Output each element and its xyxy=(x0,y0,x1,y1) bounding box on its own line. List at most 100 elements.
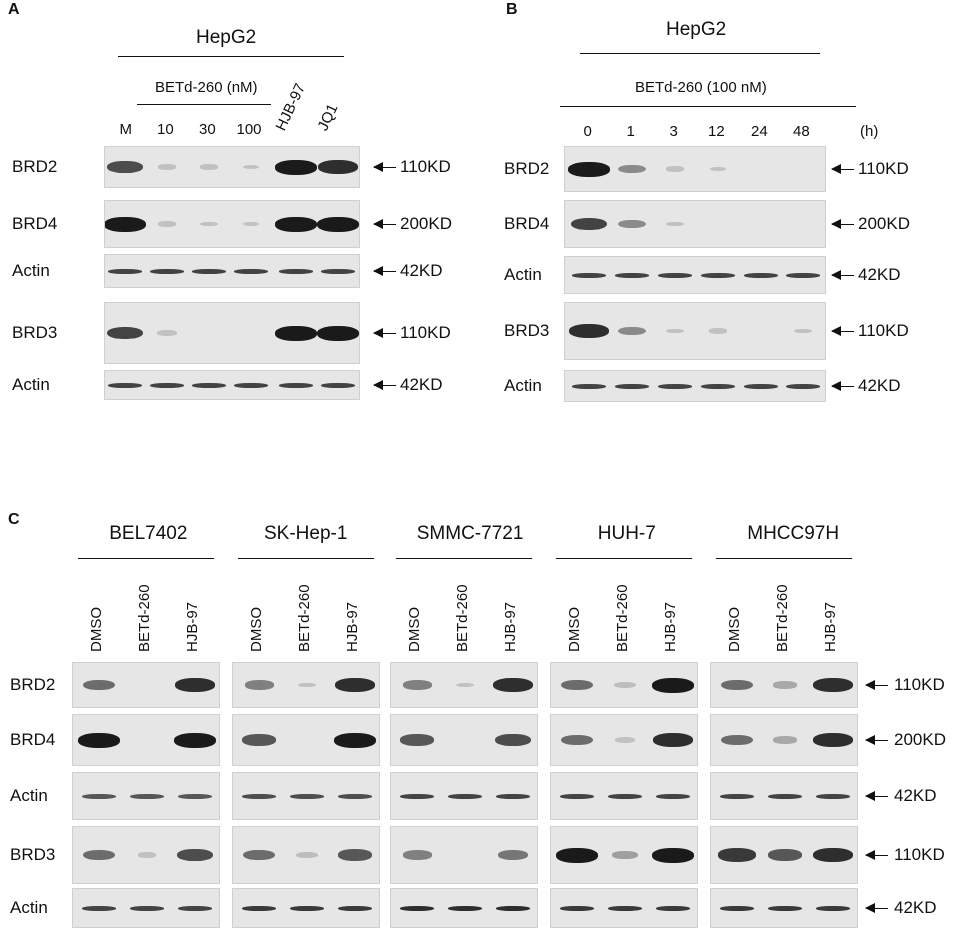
panel-b-lane-label: 0 xyxy=(583,123,592,140)
panel-b-protein-label: BRD2 xyxy=(504,159,550,178)
panel-a-lane-label: 10 xyxy=(157,121,174,138)
blot-band xyxy=(816,793,850,799)
blot-band xyxy=(298,682,316,688)
blot-band xyxy=(720,905,754,911)
panel-a-arrow xyxy=(373,266,396,276)
blot-band xyxy=(560,793,594,799)
blot-band xyxy=(773,736,797,744)
blot-band xyxy=(157,330,177,336)
blot-band xyxy=(496,793,530,799)
panel-a-protein-label: BRD4 xyxy=(12,214,58,233)
blot-band xyxy=(572,272,606,278)
panel-c-blot-strip xyxy=(390,662,538,708)
blot-band xyxy=(335,678,375,692)
blot-band xyxy=(786,272,820,278)
blot-band xyxy=(321,382,355,388)
panel-b-protein-label: BRD4 xyxy=(504,214,550,233)
blot-band xyxy=(399,734,435,746)
blot-band xyxy=(813,848,853,862)
panel-c-cell-line-rule xyxy=(716,558,852,559)
panel-c-blot-strip xyxy=(232,662,380,708)
panel-c-lane-label: DMSO xyxy=(248,607,265,652)
panel-b-protein-label: Actin xyxy=(504,265,542,284)
blot-band xyxy=(241,734,277,746)
blot-band xyxy=(572,383,606,389)
blot-band xyxy=(105,216,146,232)
panel-c-blot-strip xyxy=(550,714,698,766)
panel-c-blot-strip xyxy=(550,888,698,928)
blot-band xyxy=(744,272,778,278)
panel-c-blot-strip xyxy=(232,888,380,928)
panel-c-lane-label: HJB-97 xyxy=(344,601,361,652)
blot-band xyxy=(78,732,120,748)
panel-b-blot-strip xyxy=(564,370,826,402)
blot-band xyxy=(496,905,530,911)
panel-a-size-label: 42KD xyxy=(400,375,443,394)
panel-c-lane-label: BETd-260 xyxy=(774,584,791,652)
blot-band xyxy=(666,221,684,227)
panel-c-cell-line-name: SMMC-7721 xyxy=(416,523,524,544)
panel-c-lane-label: HJB-97 xyxy=(502,601,519,652)
blot-band xyxy=(244,680,274,690)
blot-band xyxy=(402,680,432,690)
panel-c-letter: C xyxy=(8,511,20,528)
blot-band xyxy=(83,849,115,861)
panel-a-treatment-label: BETd-260 (nM) xyxy=(155,79,258,96)
blot-band xyxy=(243,849,275,861)
blot-band xyxy=(448,793,482,799)
blot-band xyxy=(337,849,373,861)
panel-a-blot-strip xyxy=(104,370,360,400)
blot-band xyxy=(402,850,432,860)
panel-c-protein-label: BRD2 xyxy=(10,675,56,694)
blot-band xyxy=(338,905,372,911)
blot-band xyxy=(615,737,635,743)
blot-band xyxy=(290,793,324,799)
blot-band xyxy=(175,678,215,692)
blot-band xyxy=(106,326,144,340)
panel-c-cell-line-rule xyxy=(78,558,214,559)
blot-band xyxy=(495,733,531,747)
blot-band xyxy=(150,268,184,274)
blot-band xyxy=(768,905,802,911)
panel-a-lane-label: HJB-97 xyxy=(272,80,310,134)
blot-band xyxy=(157,221,177,227)
blot-band xyxy=(658,383,692,389)
blot-band xyxy=(652,677,694,693)
panel-c-cell-line-name: SK-Hep-1 xyxy=(264,523,348,544)
blot-band xyxy=(493,678,533,692)
blot-band xyxy=(448,905,482,911)
blot-band xyxy=(296,851,318,859)
blot-band xyxy=(234,382,268,388)
blot-band xyxy=(275,325,317,341)
blot-band xyxy=(107,160,143,174)
blot-band xyxy=(794,328,812,334)
panel-c-lane-label: BETd-260 xyxy=(614,584,631,652)
panel-c-size-label: 110KD xyxy=(894,845,945,864)
blot-band xyxy=(656,793,690,799)
panel-c-blot-strip xyxy=(710,662,858,708)
panel-b-protein-label: Actin xyxy=(504,376,542,395)
panel-c-lane-label: HJB-97 xyxy=(184,601,201,652)
blot-band xyxy=(652,847,694,863)
panel-b-arrow xyxy=(831,219,854,229)
blot-band xyxy=(721,734,753,746)
panel-a-blot-strip xyxy=(104,254,360,288)
panel-c-protein-label: BRD4 xyxy=(10,730,56,749)
blot-band xyxy=(290,905,324,911)
panel-c-blot-strip xyxy=(390,714,538,766)
panel-c-blot-strip xyxy=(550,662,698,708)
panel-c-blot-strip xyxy=(390,772,538,820)
blot-band xyxy=(701,383,735,389)
panel-c-protein-label: BRD3 xyxy=(10,845,56,864)
blot-band xyxy=(82,793,116,799)
panel-a-cell-line-rule xyxy=(118,56,344,57)
blot-band xyxy=(199,164,219,170)
panel-b-letter: B xyxy=(506,1,518,18)
blot-band xyxy=(177,848,213,862)
panel-a-size-label: 110KD xyxy=(400,157,451,176)
panel-c-blot-strip xyxy=(232,826,380,884)
panel-a-size-label: 42KD xyxy=(400,261,443,280)
panel-a-blot-strip xyxy=(104,302,360,364)
panel-c-blot-strip xyxy=(550,826,698,884)
